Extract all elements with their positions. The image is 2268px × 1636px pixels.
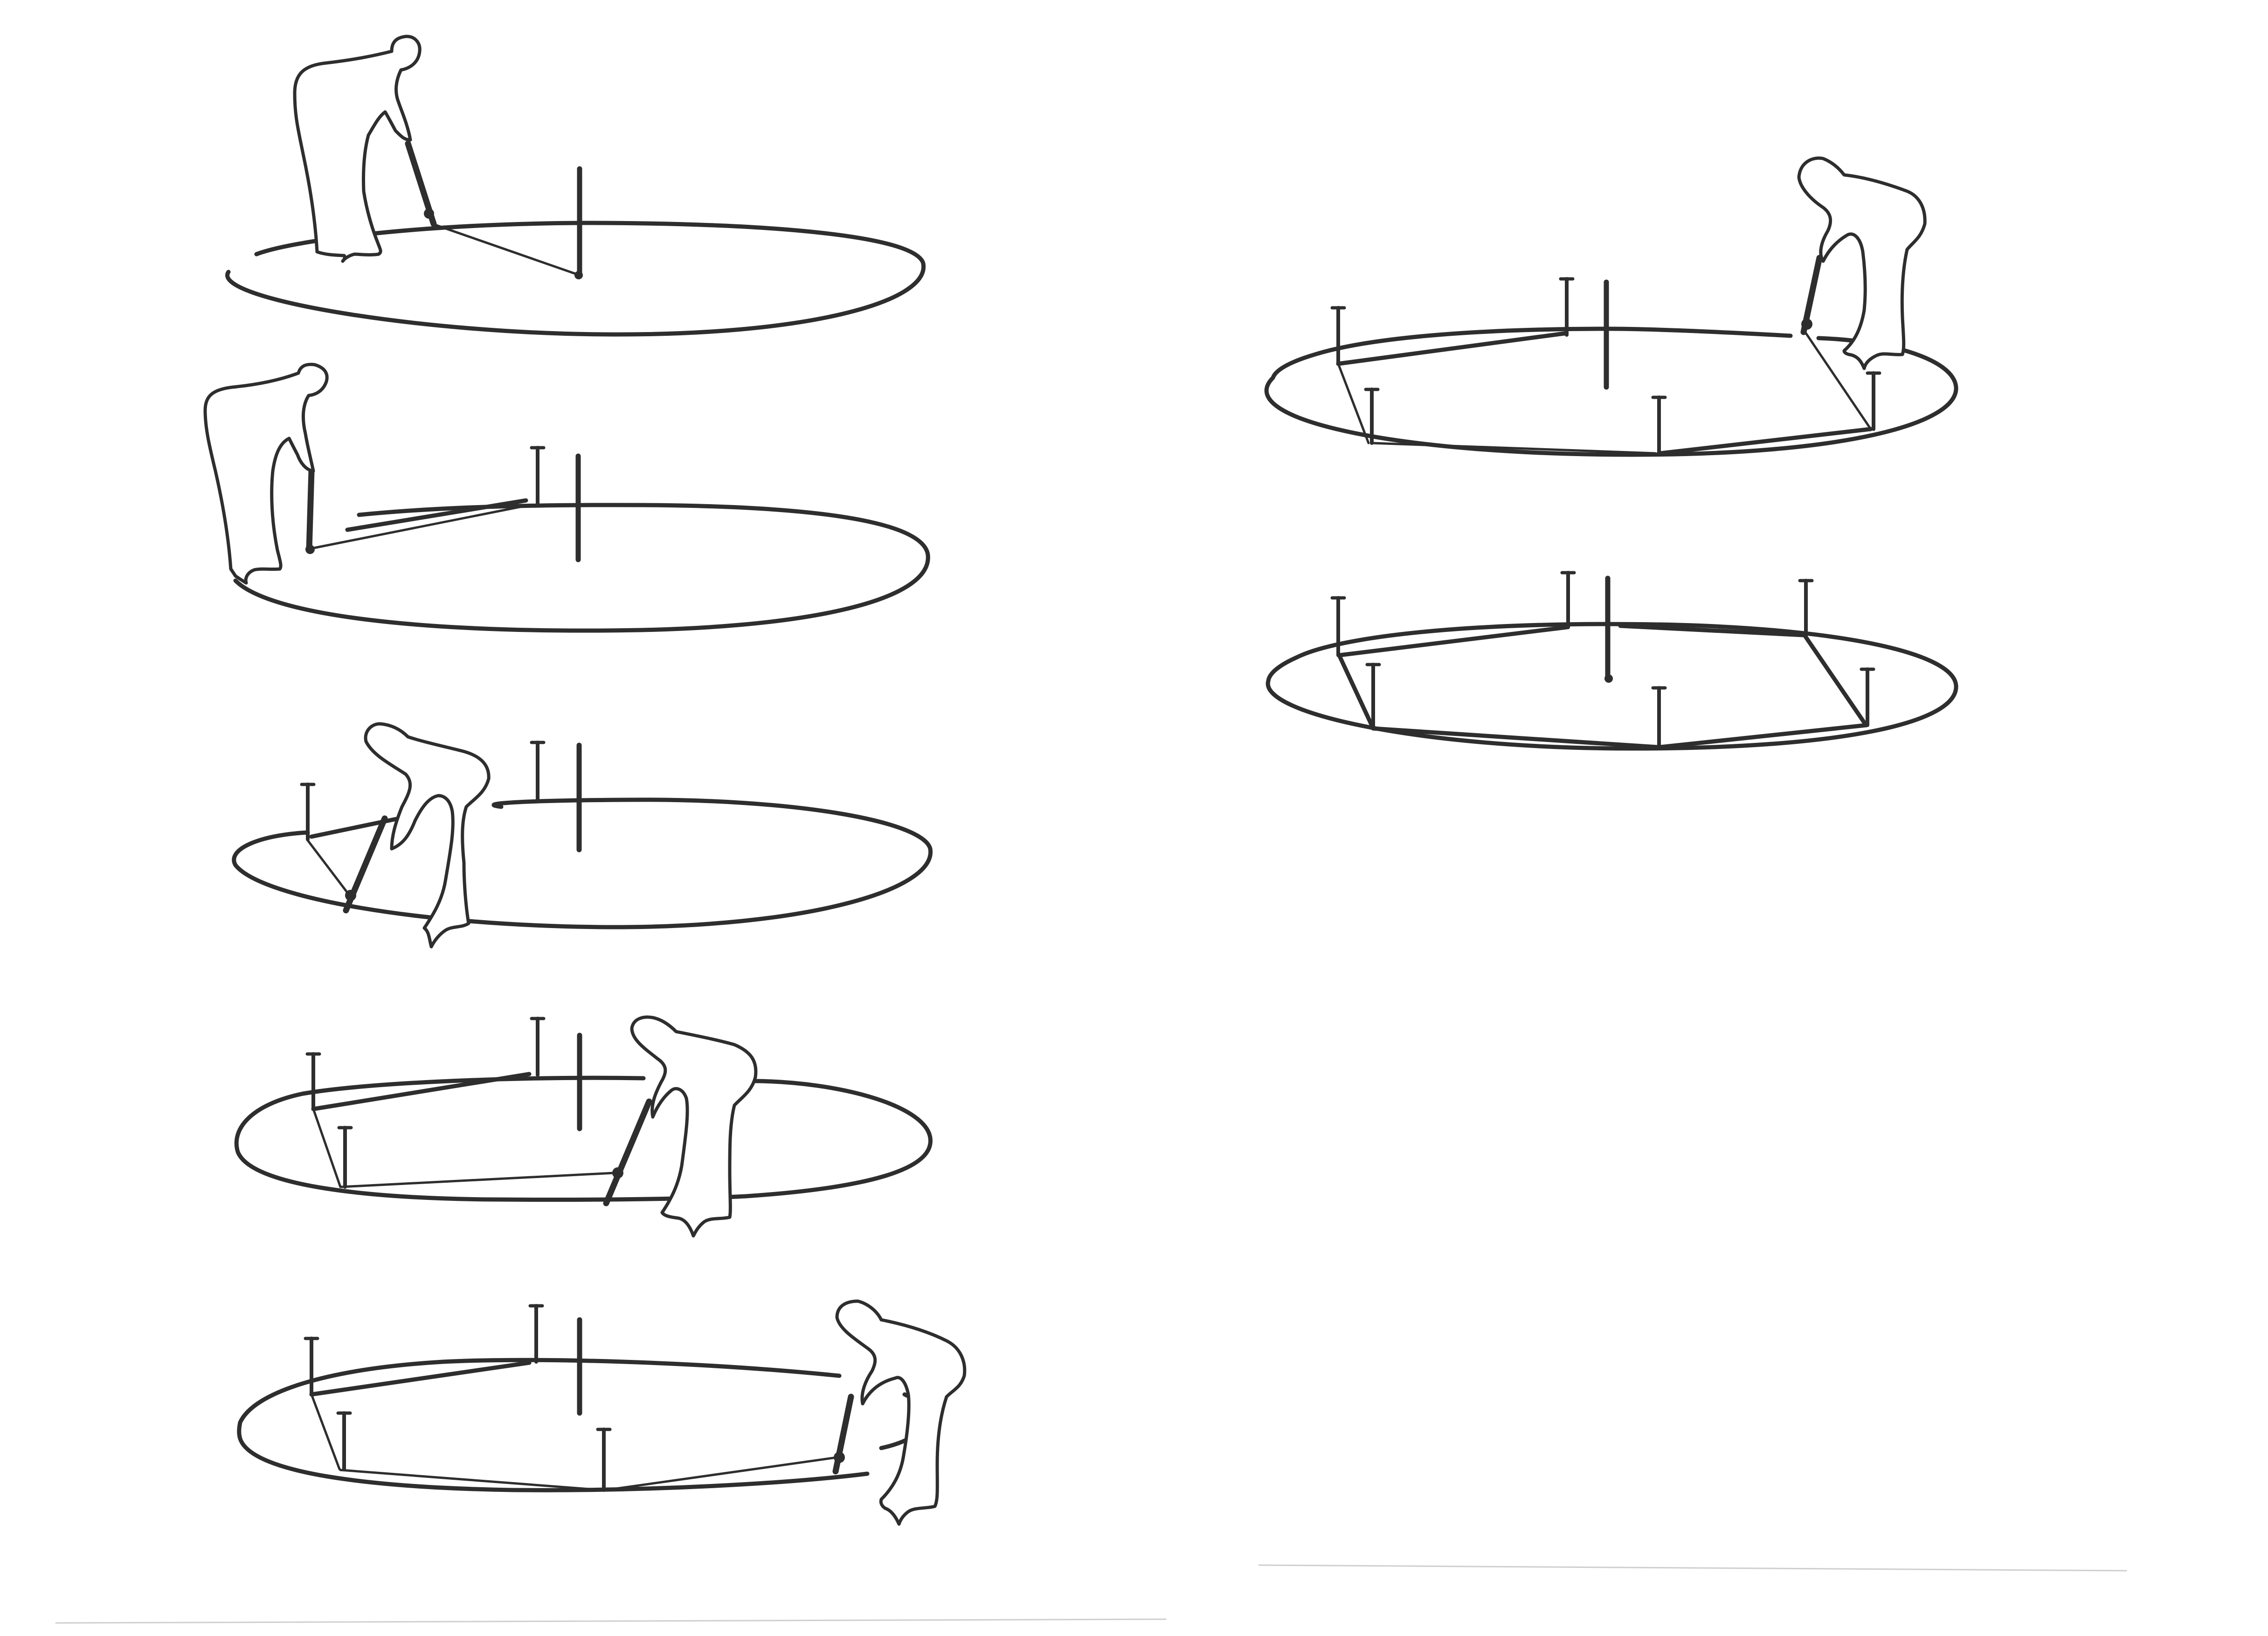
tool-grip <box>345 890 356 901</box>
ground-ring <box>233 503 930 633</box>
ground-ring <box>1264 326 1958 457</box>
standing-worker-icon <box>364 722 491 949</box>
measuring-rope-taut <box>1336 331 1567 366</box>
center-post-base <box>1604 674 1613 683</box>
ground-ring-back <box>232 830 310 867</box>
measuring-rope-taut <box>309 1360 532 1397</box>
standing-worker-icon <box>630 1015 758 1238</box>
measuring-rope-taut <box>1658 427 1873 456</box>
step-6-scene <box>1264 156 1958 457</box>
tool-grip <box>1801 319 1812 330</box>
paper-edge-right <box>1258 1564 2127 1572</box>
measuring-rope <box>340 1172 616 1188</box>
measuring-rope <box>434 223 578 276</box>
step-2-scene <box>203 362 930 633</box>
hexagon-edge <box>1371 726 1660 749</box>
measuring-rope <box>310 1393 341 1470</box>
measuring-rope <box>312 1108 342 1188</box>
step-4-scene <box>234 1015 933 1238</box>
standing-worker-icon <box>293 35 422 263</box>
center-post-base <box>574 271 583 279</box>
ground-ring <box>1265 622 1958 751</box>
hexagon-edge <box>1337 653 1376 731</box>
marking-tool <box>306 468 315 553</box>
standing-worker-icon <box>203 362 329 585</box>
tool-grip <box>424 208 434 219</box>
measuring-rope <box>605 1456 838 1491</box>
tool-grip <box>612 1167 623 1178</box>
ground-ring <box>234 1075 933 1202</box>
measuring-rope-taut <box>311 1072 532 1111</box>
measuring-rope <box>339 1469 603 1491</box>
paper-edge-left <box>55 1618 1167 1624</box>
hexagon-edge <box>1337 625 1569 658</box>
tool-grip <box>305 545 315 554</box>
step-7-scene <box>1265 571 1958 751</box>
measuring-rope-taut <box>345 498 528 532</box>
hexagon-edge <box>1618 624 1807 638</box>
standing-worker-icon <box>1797 156 1927 370</box>
step-3-scene <box>232 722 933 949</box>
ground-ring <box>225 221 926 337</box>
standing-worker-icon <box>835 1299 967 1526</box>
step-1-scene <box>225 35 926 337</box>
measuring-rope <box>1337 362 1370 444</box>
hexagon-edge <box>1802 633 1868 728</box>
hexagon-edge <box>1658 723 1868 749</box>
step-5-scene <box>237 1299 967 1526</box>
measuring-rope <box>1803 330 1872 430</box>
marking-tool <box>603 1098 652 1206</box>
measuring-rope <box>1370 442 1657 455</box>
tool-grip <box>834 1452 845 1463</box>
ground-ring <box>233 797 933 929</box>
measuring-rope <box>310 504 531 550</box>
measuring-rope <box>306 839 350 896</box>
